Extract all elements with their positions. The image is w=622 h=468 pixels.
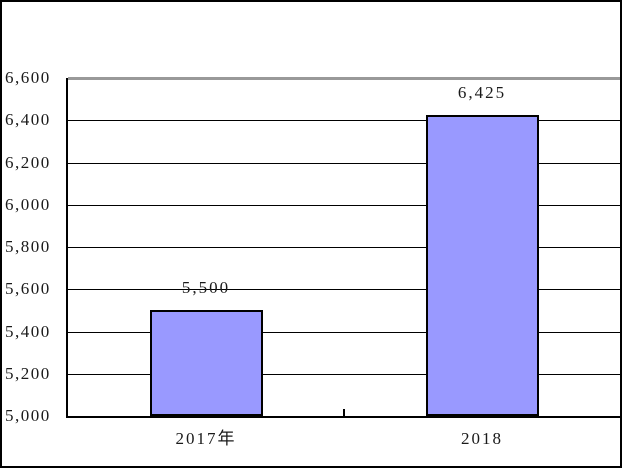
top-gridline bbox=[68, 77, 620, 80]
gridline bbox=[68, 163, 620, 164]
x-category-label: 2017年 bbox=[175, 429, 237, 448]
y-tick-label: 5,400 bbox=[5, 322, 51, 341]
gridline bbox=[68, 374, 620, 375]
y-tick-label: 5,600 bbox=[5, 279, 51, 298]
y-tick-label: 6,600 bbox=[5, 68, 51, 87]
gridline bbox=[68, 247, 620, 248]
gridline bbox=[68, 332, 620, 333]
y-tick-label: 6,400 bbox=[5, 110, 51, 129]
gridline bbox=[68, 416, 620, 417]
gridline bbox=[68, 120, 620, 121]
y-tick-label: 5,800 bbox=[5, 237, 51, 256]
y-tick-label: 5,200 bbox=[5, 364, 51, 383]
gridline bbox=[68, 205, 620, 206]
bar-value-label: 6,425 bbox=[457, 83, 507, 102]
category-boundary-tick bbox=[343, 409, 345, 416]
plot-area: 5,500 6,425 bbox=[66, 77, 620, 418]
gridline bbox=[68, 289, 620, 290]
y-tick-label: 6,000 bbox=[5, 195, 51, 214]
bar bbox=[149, 310, 263, 416]
x-category-label: 2018 bbox=[461, 429, 503, 448]
bar-value-label: 5,500 bbox=[181, 278, 231, 297]
bar bbox=[425, 115, 539, 416]
y-tick-label: 5,000 bbox=[5, 406, 51, 425]
y-tick-label: 6,200 bbox=[5, 153, 51, 172]
